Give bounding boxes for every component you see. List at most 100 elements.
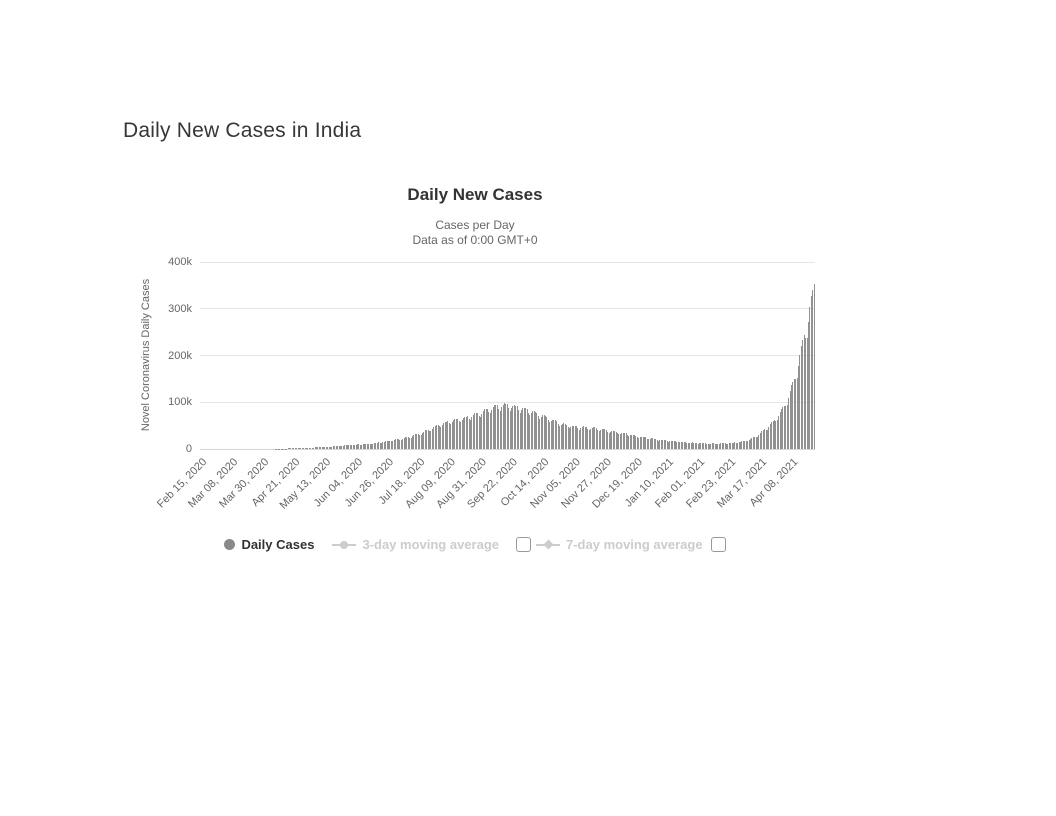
daily-cases-bar[interactable] (634, 435, 636, 449)
daily-cases-bar[interactable] (766, 429, 768, 449)
daily-cases-bar[interactable] (632, 434, 634, 449)
daily-cases-bar[interactable] (364, 444, 365, 449)
daily-cases-bar[interactable] (789, 391, 791, 449)
daily-cases-bar[interactable] (578, 429, 580, 449)
daily-cases-bar[interactable] (512, 405, 514, 449)
daily-cases-bar[interactable] (718, 443, 720, 449)
daily-cases-bar[interactable] (611, 430, 613, 449)
daily-cases-bar[interactable] (540, 416, 542, 449)
daily-cases-bar[interactable] (304, 447, 306, 449)
daily-cases-bar[interactable] (806, 337, 808, 449)
daily-cases-bar[interactable] (383, 441, 385, 449)
daily-cases-bar[interactable] (580, 428, 582, 449)
daily-cases-bar[interactable] (297, 448, 299, 449)
daily-cases-bar[interactable] (496, 404, 498, 449)
daily-cases-bar[interactable] (723, 443, 725, 449)
daily-cases-bar[interactable] (298, 448, 300, 449)
daily-cases-bar[interactable] (522, 408, 524, 449)
daily-cases-bar[interactable] (610, 431, 611, 449)
daily-cases-bar[interactable] (608, 432, 610, 449)
daily-cases-bar[interactable] (300, 448, 302, 449)
daily-cases-bar[interactable] (460, 422, 462, 449)
daily-cases-bar[interactable] (427, 429, 429, 449)
daily-cases-bar[interactable] (571, 425, 573, 449)
daily-cases-bar[interactable] (747, 441, 749, 449)
daily-cases-bar[interactable] (669, 441, 671, 449)
daily-cases-bar[interactable] (556, 421, 558, 449)
daily-cases-bar[interactable] (345, 445, 347, 449)
daily-cases-bar[interactable] (744, 441, 746, 449)
daily-cases-bar[interactable] (324, 446, 326, 449)
daily-cases-bar[interactable] (653, 438, 655, 449)
daily-cases-bar[interactable] (447, 421, 449, 449)
daily-cases-bar[interactable] (386, 440, 388, 449)
daily-cases-bar[interactable] (412, 436, 414, 449)
daily-cases-bar[interactable] (662, 439, 664, 449)
daily-cases-bar[interactable] (683, 441, 685, 449)
daily-cases-bar[interactable] (458, 421, 460, 449)
daily-cases-bar[interactable] (803, 335, 805, 449)
daily-cases-bar[interactable] (649, 438, 651, 449)
daily-cases-bar[interactable] (701, 443, 703, 449)
daily-cases-bar[interactable] (684, 442, 686, 449)
daily-cases-bar[interactable] (321, 447, 323, 449)
daily-cases-bar[interactable] (464, 416, 466, 449)
daily-cases-bar[interactable] (308, 447, 310, 449)
daily-cases-bar[interactable] (793, 379, 795, 449)
daily-cases-bar[interactable] (454, 419, 456, 449)
daily-cases-bar[interactable] (537, 416, 539, 449)
daily-cases-bar[interactable] (436, 425, 438, 449)
daily-cases-bar[interactable] (775, 420, 777, 449)
daily-cases-bar[interactable] (667, 441, 669, 449)
daily-cases-bar[interactable] (738, 442, 740, 449)
daily-cases-bar[interactable] (311, 447, 313, 449)
daily-cases-bar[interactable] (813, 283, 815, 449)
daily-cases-bar[interactable] (503, 403, 505, 449)
daily-cases-bar[interactable] (325, 446, 327, 449)
daily-cases-bar[interactable] (543, 415, 545, 449)
daily-cases-bar[interactable] (666, 440, 668, 449)
daily-cases-bar[interactable] (636, 437, 638, 449)
daily-cases-bar[interactable] (315, 447, 317, 449)
daily-cases-bar[interactable] (700, 443, 702, 449)
daily-cases-bar[interactable] (429, 430, 431, 449)
daily-cases-bar[interactable] (696, 443, 698, 449)
daily-cases-bar[interactable] (765, 429, 767, 449)
daily-cases-bar[interactable] (567, 427, 569, 449)
daily-cases-bar[interactable] (601, 428, 603, 449)
daily-cases-bar[interactable] (509, 410, 511, 449)
daily-cases-bar[interactable] (323, 447, 324, 449)
daily-cases-bar[interactable] (737, 443, 739, 449)
daily-cases-bar[interactable] (523, 407, 525, 449)
daily-cases-bar[interactable] (354, 444, 356, 449)
daily-cases-bar[interactable] (626, 435, 628, 449)
daily-cases-bar[interactable] (434, 425, 436, 449)
daily-cases-bar[interactable] (481, 413, 483, 449)
daily-cases-bar[interactable] (489, 413, 491, 449)
legend-item-3-day-moving-average[interactable]: 3-day moving average (332, 537, 499, 552)
daily-cases-bar[interactable] (397, 439, 399, 449)
daily-cases-bar[interactable] (492, 406, 494, 449)
daily-cases-bar[interactable] (769, 424, 771, 449)
daily-cases-bar[interactable] (307, 447, 309, 449)
daily-cases-bar[interactable] (526, 409, 528, 449)
daily-cases-bar[interactable] (414, 434, 416, 449)
daily-cases-bar[interactable] (798, 366, 800, 449)
daily-cases-bar[interactable] (351, 445, 353, 449)
daily-cases-bar[interactable] (686, 442, 688, 449)
daily-cases-bar[interactable] (692, 442, 693, 449)
daily-cases-bar[interactable] (294, 448, 296, 449)
daily-cases-bar[interactable] (549, 422, 551, 449)
daily-cases-bar[interactable] (697, 443, 699, 449)
daily-cases-bar[interactable] (515, 405, 517, 449)
daily-cases-bar[interactable] (495, 404, 497, 449)
daily-cases-bar[interactable] (689, 442, 691, 449)
daily-cases-bar[interactable] (583, 426, 585, 449)
daily-cases-bar[interactable] (417, 433, 419, 449)
daily-cases-bar[interactable] (484, 409, 486, 449)
daily-cases-bar[interactable] (602, 428, 604, 449)
daily-cases-bar[interactable] (771, 422, 773, 449)
daily-cases-bar[interactable] (318, 447, 320, 449)
daily-cases-bar[interactable] (670, 440, 672, 449)
daily-cases-bar[interactable] (711, 443, 713, 449)
